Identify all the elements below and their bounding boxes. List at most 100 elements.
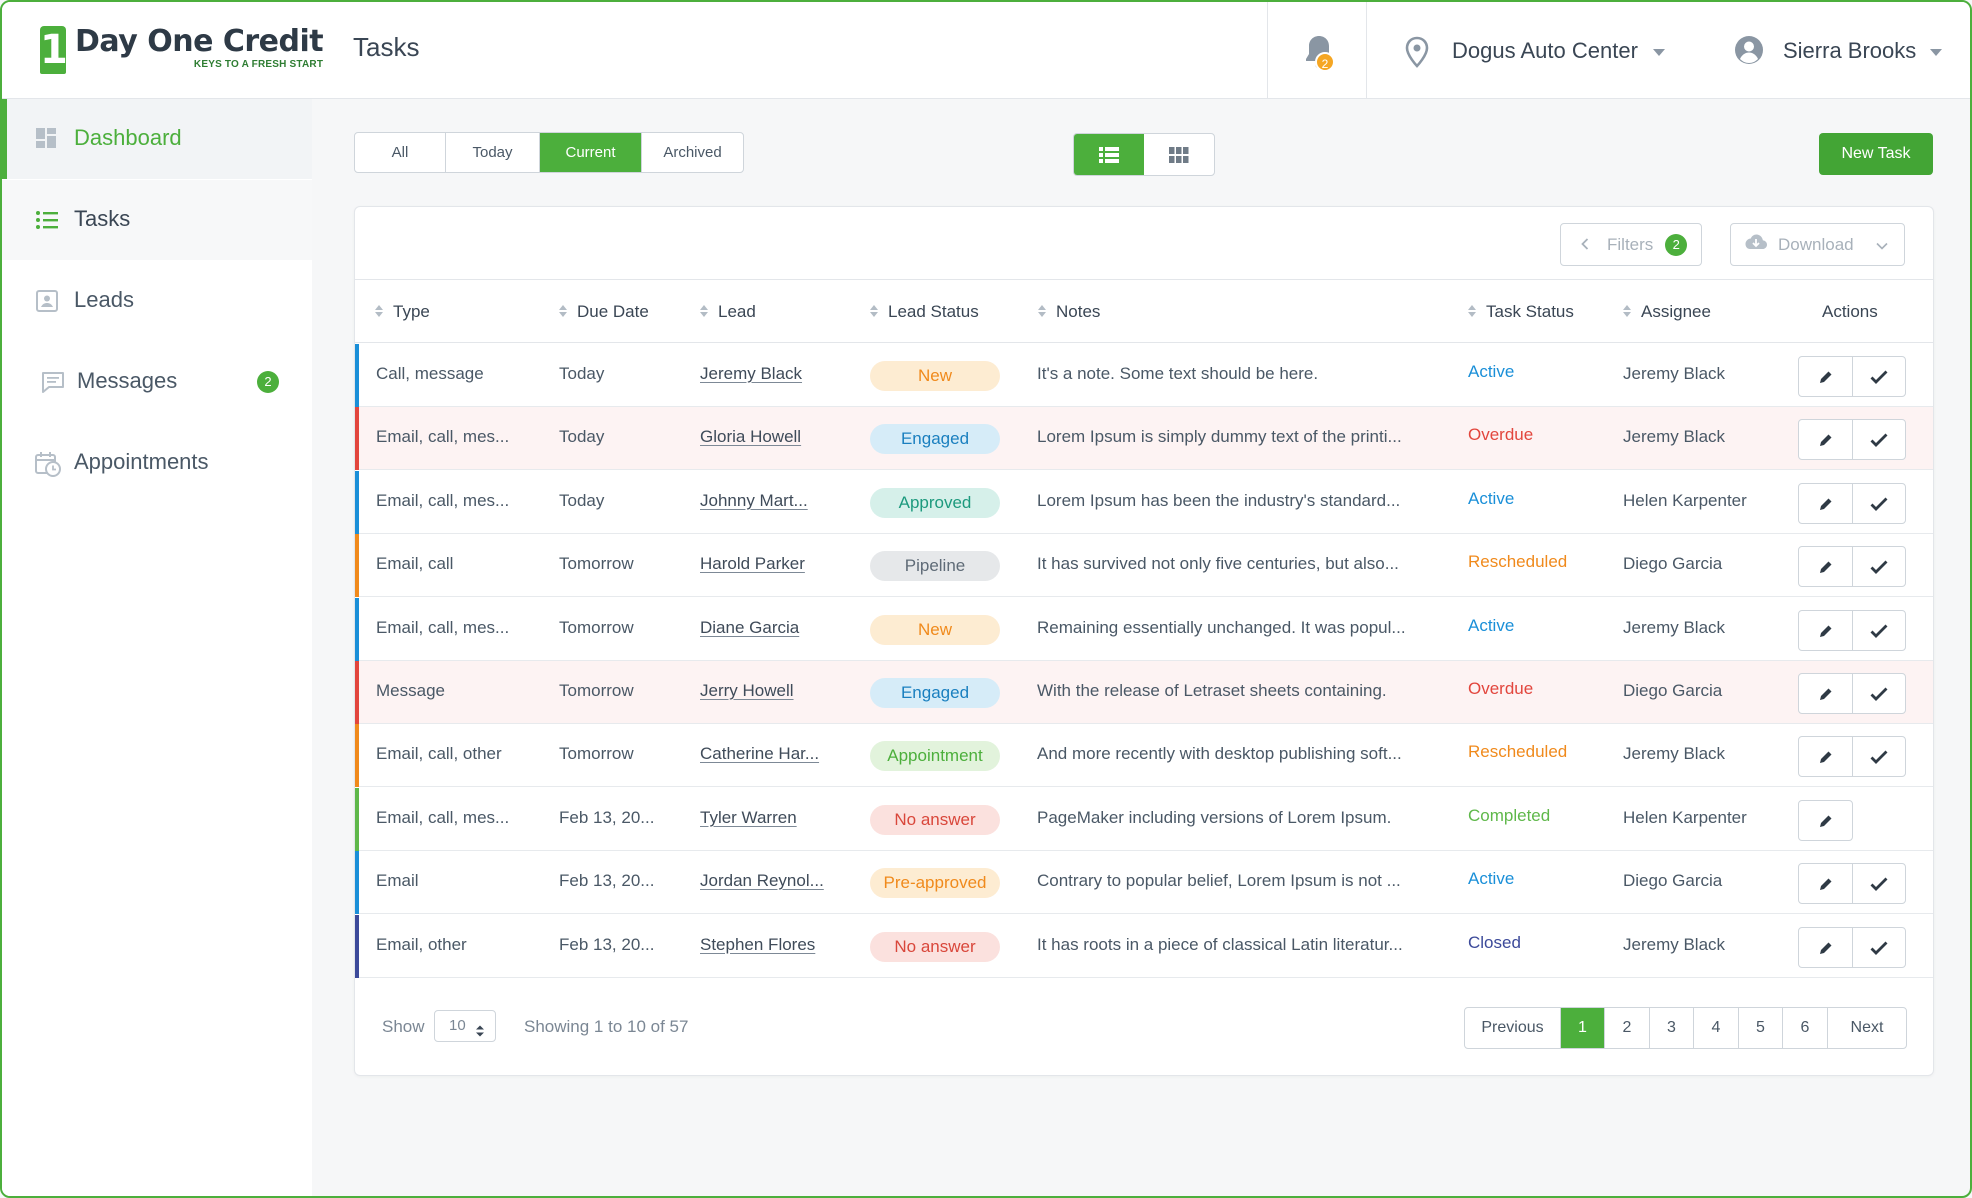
sidebar-item-tasks[interactable]: Tasks [2,180,312,260]
list-view-button[interactable] [1074,134,1144,175]
lead-link[interactable]: Johnny Mart... [700,491,808,510]
filters-button[interactable]: Filters 2 [1560,223,1702,266]
due-date: Today [559,427,605,446]
lead-link[interactable]: Stephen Flores [700,935,816,954]
list-view-icon [1099,146,1119,163]
check-icon [1870,877,1888,891]
complete-button[interactable] [1852,547,1905,586]
lead-link[interactable]: Jerry Howell [700,681,794,700]
complete-button[interactable] [1852,484,1905,523]
table-row[interactable]: Email Feb 13, 20... Jordan Reynol... Pre-ap… [355,851,1933,914]
due-date: Feb 13, 20... [559,871,655,890]
user-menu[interactable]: Sierra Brooks [1783,38,1917,63]
complete-button[interactable] [1852,737,1905,776]
table-row[interactable]: Message Tomorrow Jerry Howell Engaged With t… [355,661,1933,724]
column-header-lead-status[interactable]: Lead Status [870,302,979,322]
due-date: Feb 13, 20... [559,808,655,827]
edit-icon [1819,940,1833,954]
page-button-1[interactable]: 1 [1561,1008,1605,1048]
table-row[interactable]: Email, call, mes... Today Gloria Howell Eng… [355,407,1933,470]
sidebar-item-leads[interactable]: Leads [2,261,312,341]
edit-button[interactable] [1799,357,1852,396]
column-header-task-status[interactable]: Task Status [1468,302,1574,322]
column-header-type[interactable]: Type [375,302,430,322]
grid-view-button[interactable] [1144,134,1214,175]
edit-button[interactable] [1799,674,1852,713]
row-actions [1798,419,1906,460]
page-button-3[interactable]: 3 [1650,1008,1694,1048]
tab-all[interactable]: All [355,133,446,172]
complete-button[interactable] [1852,420,1905,459]
page-button-5[interactable]: 5 [1739,1008,1783,1048]
table-row[interactable]: Email, call, mes... Feb 13, 20... Tyler Wa… [355,788,1933,851]
column-header-lead[interactable]: Lead [700,302,756,322]
complete-button[interactable] [1852,674,1905,713]
table-row[interactable]: Email, other Feb 13, 20... Stephen Flores N… [355,915,1933,978]
task-notes: It's a note. Some text should be here. [1037,364,1319,383]
column-header-assignee[interactable]: Assignee [1623,302,1711,322]
edit-button[interactable] [1799,928,1852,967]
edit-button[interactable] [1799,801,1852,840]
complete-button[interactable] [1852,357,1905,396]
tab-today[interactable]: Today [446,133,540,172]
assignee: Jeremy Black [1623,935,1726,954]
assignee: Jeremy Black [1623,618,1726,637]
lead-link[interactable]: Catherine Har... [700,744,820,763]
lead-link[interactable]: Harold Parker [700,554,805,573]
page-button-4[interactable]: 4 [1694,1008,1739,1048]
edit-button[interactable] [1799,547,1852,586]
complete-button[interactable] [1852,928,1905,967]
lead-link[interactable]: Diane Garcia [700,618,800,637]
column-header-notes[interactable]: Notes [1038,302,1100,322]
page-button-6[interactable]: 6 [1783,1008,1828,1048]
cloud-download-icon [1744,233,1768,256]
row-actions [1798,927,1906,968]
location-selector[interactable]: Dogus Auto Center [1452,38,1638,63]
tab-current[interactable]: Current [540,133,642,172]
edit-button[interactable] [1799,737,1852,776]
table-row[interactable]: Email, call, mes... Today Johnny Mart... Ap… [355,471,1933,534]
edit-icon [1819,623,1833,637]
brand-logo[interactable]: 1 Day One Credit KEYS TO A FRESH START [40,26,324,76]
task-type: Email, other [376,935,467,954]
table-row[interactable]: Email, call Tomorrow Harold Parker Pipeline… [355,534,1933,597]
lead-link[interactable]: Tyler Warren [700,808,797,827]
complete-button[interactable] [1852,864,1905,903]
chevron-down-icon[interactable] [1930,49,1942,56]
table-row[interactable]: Email, call, mes... Tomorrow Diane Garcia N… [355,598,1933,661]
user-avatar-icon[interactable] [1734,35,1764,70]
table-row[interactable]: Call, message Today Jeremy Black New It's a … [355,344,1933,407]
sidebar-item-messages[interactable]: Messages 2 [2,342,312,422]
tab-archived[interactable]: Archived [663,144,722,161]
task-status: Active [1468,869,1515,888]
task-status: Overdue [1468,679,1534,698]
new-task-button[interactable]: New Task [1819,133,1933,175]
task-type: Email, call [376,554,454,573]
table-row[interactable]: Email, call, other Tomorrow Catherine Har.… [355,724,1933,787]
status-color-bar [355,788,359,851]
status-color-bar [355,471,359,534]
download-button[interactable]: Download [1730,223,1905,266]
sidebar-item-appointments[interactable]: Appointments [2,423,312,503]
edit-button[interactable] [1799,864,1852,903]
task-status: Rescheduled [1468,742,1568,761]
page-size-value: 10 [449,1017,466,1034]
lead-link[interactable]: Gloria Howell [700,427,802,446]
next-page-button[interactable]: Next [1850,1019,1884,1036]
edit-button[interactable] [1799,420,1852,459]
complete-button[interactable] [1852,611,1905,650]
column-header-due-date[interactable]: Due Date [559,302,649,322]
lead-link[interactable]: Jeremy Black [700,364,803,383]
edit-button[interactable] [1799,484,1852,523]
assignee: Diego Garcia [1623,871,1723,890]
sidebar-item-label: Leads [74,287,134,312]
lead-link[interactable]: Jordan Reynol... [700,871,824,890]
chevron-down-icon[interactable] [1653,49,1665,56]
page-button-2[interactable]: 2 [1605,1008,1650,1048]
previous-page-button[interactable]: Previous [1465,1008,1561,1048]
location-pin-icon [1404,36,1430,73]
page-size-select[interactable]: 10 [434,1010,496,1042]
sidebar-item-dashboard[interactable]: Dashboard [2,99,312,179]
edit-button[interactable] [1799,611,1852,650]
row-actions [1798,356,1906,397]
